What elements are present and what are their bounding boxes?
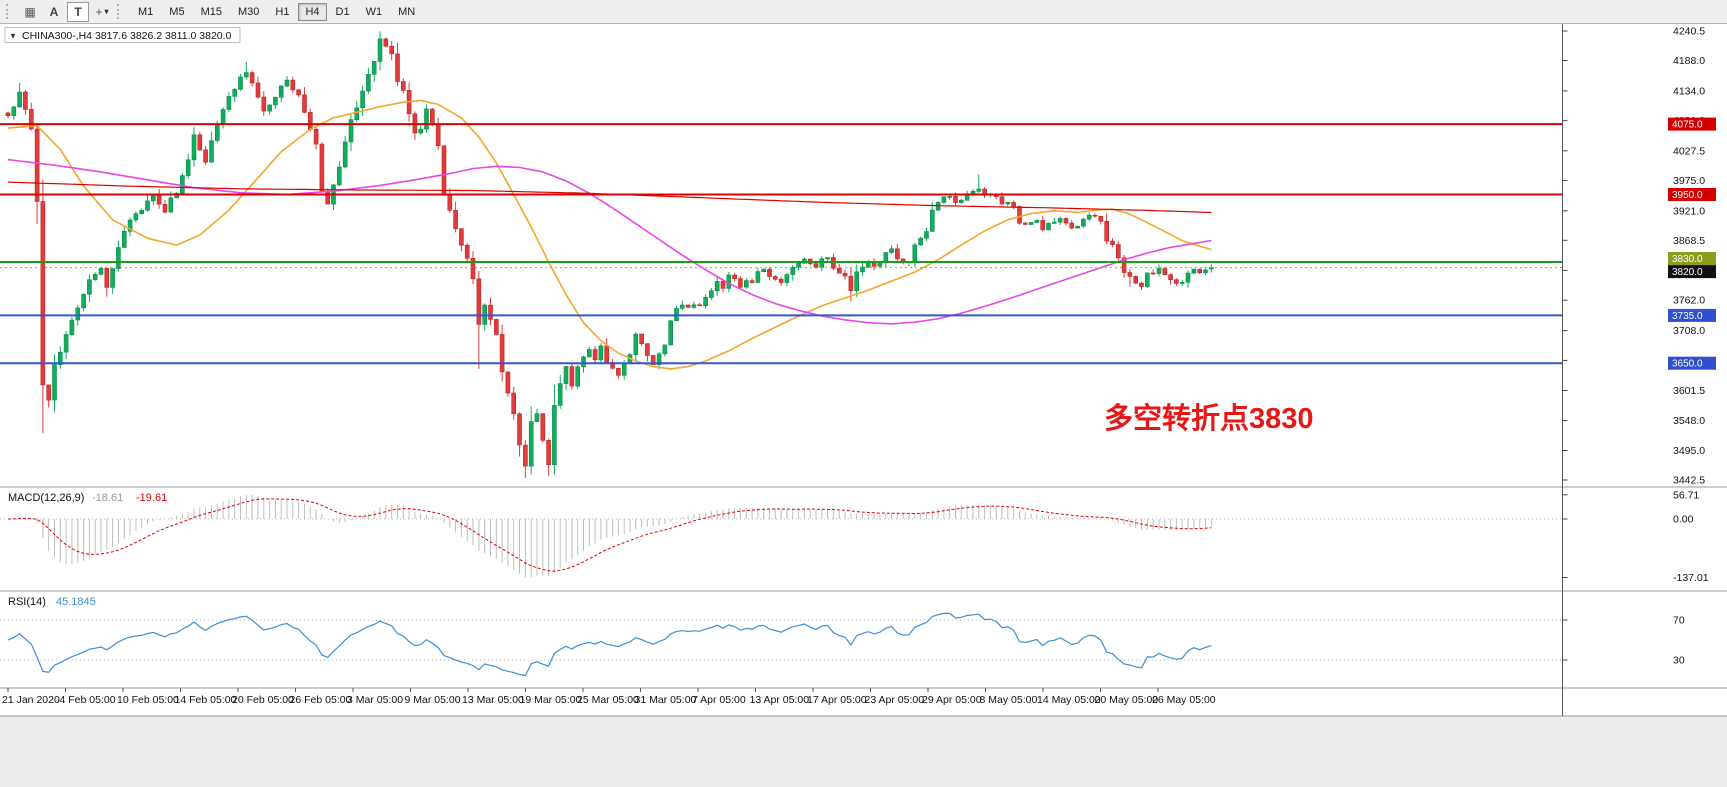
- svg-text:3830.0: 3830.0: [1672, 254, 1703, 265]
- macd-value-main: -18.61: [92, 492, 123, 504]
- annotation-text: 多空转折点3830: [1104, 401, 1314, 435]
- ma-line-mid-magenta: [7, 158, 1212, 325]
- cursor-tool-button[interactable]: + ▾: [91, 2, 113, 22]
- svg-text:4 Feb 05:00: 4 Feb 05:00: [60, 694, 116, 706]
- svg-text:3548.0: 3548.0: [1673, 415, 1705, 427]
- tf-button-w1[interactable]: W1: [359, 3, 390, 21]
- tf-button-d1[interactable]: D1: [329, 3, 357, 21]
- svg-text:3601.5: 3601.5: [1673, 385, 1705, 397]
- svg-text:70: 70: [1673, 615, 1685, 627]
- svg-text:4134.0: 4134.0: [1673, 85, 1705, 97]
- tf-button-mn[interactable]: MN: [391, 3, 422, 21]
- tf-button-h1[interactable]: H1: [268, 3, 296, 21]
- svg-text:4027.5: 4027.5: [1673, 145, 1705, 157]
- svg-text:30: 30: [1673, 655, 1685, 667]
- svg-text:0.00: 0.00: [1673, 514, 1694, 526]
- crosshair-icon: +: [95, 4, 103, 19]
- svg-text:13 Apr 05:00: 13 Apr 05:00: [750, 694, 810, 706]
- svg-text:3975.0: 3975.0: [1673, 175, 1705, 187]
- svg-text:21 Jan 2020: 21 Jan 2020: [2, 694, 60, 706]
- grid-toggle-button[interactable]: ▦: [19, 2, 41, 22]
- ma-line-fast-orange: [7, 99, 1212, 370]
- svg-text:25 Mar 05:00: 25 Mar 05:00: [577, 694, 639, 706]
- macd-label: MACD(12,26,9): [8, 492, 84, 504]
- text-tool-button[interactable]: T: [67, 1, 89, 22]
- svg-text:4188.0: 4188.0: [1673, 55, 1705, 67]
- svg-text:56.71: 56.71: [1673, 489, 1699, 501]
- svg-text:29 Apr 05:00: 29 Apr 05:00: [922, 694, 982, 706]
- svg-text:3 Mar 05:00: 3 Mar 05:00: [347, 694, 403, 706]
- svg-text:14 May 05:00: 14 May 05:00: [1037, 694, 1101, 706]
- svg-text:3762.0: 3762.0: [1673, 295, 1705, 307]
- svg-text:3442.5: 3442.5: [1673, 475, 1705, 487]
- chart-surface[interactable]: 多空转折点3830 MACD(12,26,9) -18.61 -19.61 RSI(14…: [0, 24, 1727, 787]
- main-toolbar: ▦ A T + ▾ M1 M5 M15 M30 H1 H4 D1 W1 MN: [0, 0, 1727, 24]
- svg-text:26 Feb 05:00: 26 Feb 05:00: [290, 694, 352, 706]
- collapse-icon: ▼: [9, 32, 17, 41]
- svg-text:4075.0: 4075.0: [1672, 120, 1703, 131]
- macd-value-signal: -19.61: [136, 492, 167, 504]
- chart-title-text: CHINA300-,H4 3817.6 3826.2 3811.0 3820.0: [22, 30, 232, 42]
- svg-text:9 Mar 05:00: 9 Mar 05:00: [405, 694, 461, 706]
- tf-button-m15[interactable]: M15: [194, 3, 229, 21]
- svg-text:3735.0: 3735.0: [1672, 311, 1703, 322]
- svg-text:3708.0: 3708.0: [1673, 325, 1705, 337]
- svg-text:3921.0: 3921.0: [1673, 205, 1705, 217]
- separators: [0, 24, 1727, 717]
- level-lines-layer: [0, 123, 1563, 365]
- svg-text:31 Mar 05:00: 31 Mar 05:00: [635, 694, 697, 706]
- rsi-label: RSI(14): [8, 596, 46, 608]
- svg-text:3495.0: 3495.0: [1673, 445, 1705, 457]
- svg-text:23 Apr 05:00: 23 Apr 05:00: [865, 694, 925, 706]
- panel-backgrounds: [0, 24, 1727, 787]
- caret-down-icon: ▾: [104, 7, 109, 16]
- rsi-panel: RSI(14) 45.1845: [0, 596, 1563, 677]
- chart-title: ▼ CHINA300-,H4 3817.6 3826.2 3811.0 3820.…: [4, 27, 241, 43]
- timeframe-group: M1 M5 M15 M30 H1 H4 D1 W1 MN: [130, 2, 423, 21]
- svg-text:3650.0: 3650.0: [1672, 359, 1703, 370]
- svg-text:7 Apr 05:00: 7 Apr 05:00: [692, 694, 746, 706]
- svg-text:20 Feb 05:00: 20 Feb 05:00: [232, 694, 294, 706]
- grid-icon: ▦: [24, 4, 36, 19]
- svg-text:8 May 05:00: 8 May 05:00: [980, 694, 1038, 706]
- svg-text:3868.5: 3868.5: [1673, 235, 1705, 247]
- annotation-layer: 多空转折点3830: [1104, 401, 1314, 435]
- svg-text:17 Apr 05:00: 17 Apr 05:00: [807, 694, 867, 706]
- tf-button-h4[interactable]: H4: [298, 2, 327, 21]
- svg-text:26 May 05:00: 26 May 05:00: [1152, 694, 1216, 706]
- label-a-tool-button[interactable]: A: [43, 2, 65, 22]
- macd-signal-line: [7, 498, 1212, 572]
- svg-text:13 Mar 05:00: 13 Mar 05:00: [462, 694, 524, 706]
- toolbar-grip[interactable]: [6, 4, 12, 19]
- svg-text:14 Feb 05:00: 14 Feb 05:00: [175, 694, 237, 706]
- svg-text:3820.0: 3820.0: [1672, 267, 1703, 278]
- rsi-line: [7, 612, 1212, 677]
- toolbar-grip-2[interactable]: [117, 4, 123, 19]
- svg-text:10 Feb 05:00: 10 Feb 05:00: [117, 694, 179, 706]
- svg-text:20 May 05:00: 20 May 05:00: [1095, 694, 1159, 706]
- tf-button-m1[interactable]: M1: [131, 3, 160, 21]
- svg-text:3950.0: 3950.0: [1672, 190, 1703, 201]
- svg-text:-137.01: -137.01: [1673, 572, 1709, 584]
- tf-button-m30[interactable]: M30: [231, 3, 266, 21]
- macd-panel: MACD(12,26,9) -18.61 -19.61: [0, 492, 1563, 578]
- rsi-value: 45.1845: [56, 596, 96, 608]
- svg-text:4240.5: 4240.5: [1673, 26, 1705, 38]
- svg-text:19 Mar 05:00: 19 Mar 05:00: [520, 694, 582, 706]
- price-labels[interactable]: 4075.0 3950.0 3830.0 3735.0 3650.0 3820.0: [1668, 117, 1716, 370]
- tf-button-m5[interactable]: M5: [162, 3, 191, 21]
